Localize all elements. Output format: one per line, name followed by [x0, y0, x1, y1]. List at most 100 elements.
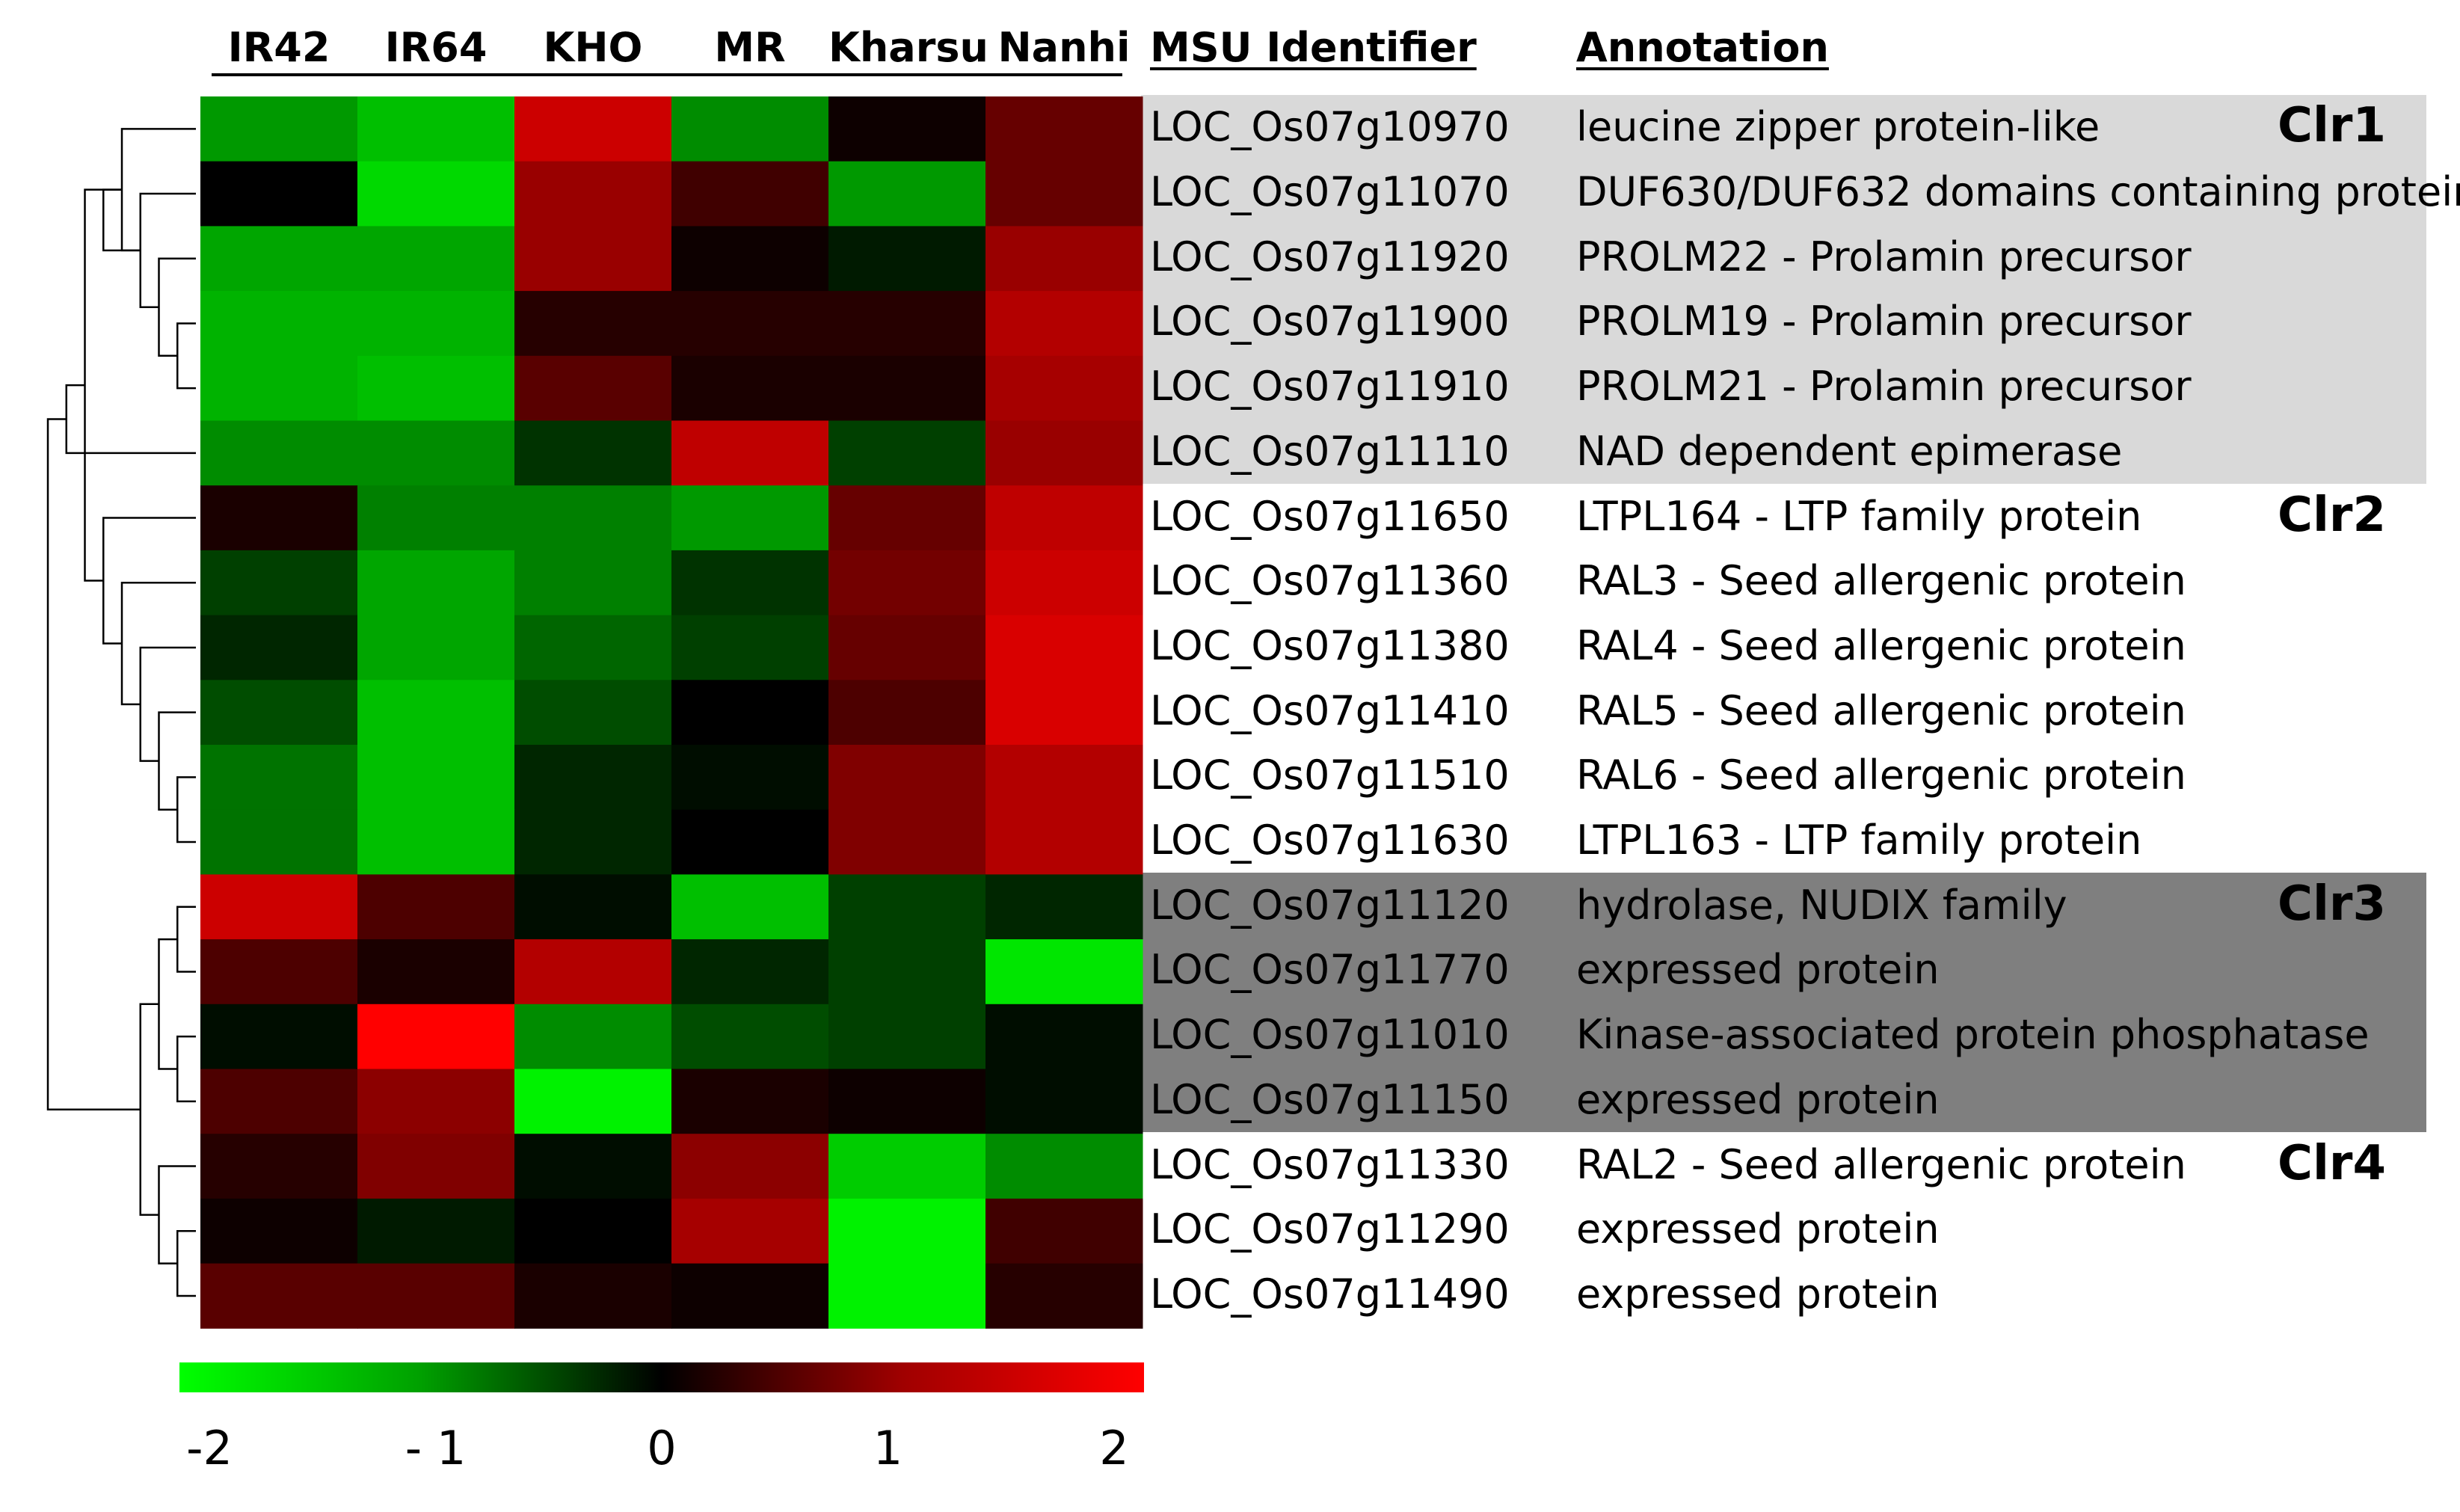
heatmap-cell	[357, 420, 515, 486]
column-header: IR64	[384, 24, 488, 71]
heatmap-cell	[985, 745, 1143, 811]
row-annotation: RAL2 - Seed allergenic protein	[1576, 1140, 2186, 1188]
heatmap-cell	[200, 550, 358, 616]
heatmap-cell	[828, 874, 986, 940]
row-annotation: RAL3 - Seed allergenic protein	[1576, 557, 2186, 605]
heatmap-cell	[200, 226, 358, 292]
heatmap-cell	[514, 96, 672, 162]
heatmap-cell	[671, 1069, 829, 1134]
heatmap-cell	[514, 874, 672, 940]
row-msu-id: LOC_Os07g11120	[1150, 881, 1510, 929]
heatmap-cell	[200, 420, 358, 486]
heatmap-cell	[985, 1134, 1143, 1199]
heatmap-cell	[357, 1004, 515, 1069]
cluster-band-3	[1141, 873, 2426, 1134]
heatmap-cell	[514, 809, 672, 875]
heatmap-cell	[828, 550, 986, 616]
row-msu-id: LOC_Os07g11150	[1150, 1075, 1510, 1123]
heatmap-cell	[985, 161, 1143, 227]
row-msu-id: LOC_Os07g11110	[1150, 427, 1510, 475]
heatmap-cell	[828, 809, 986, 875]
heatmap-cell	[671, 615, 829, 680]
heatmap-cell	[200, 96, 358, 162]
heatmap-cell	[200, 1198, 358, 1264]
heatmap-cell	[671, 96, 829, 162]
heatmap-cell	[357, 615, 515, 680]
row-msu-id: LOC_Os07g11510	[1150, 752, 1510, 799]
row-msu-id: LOC_Os07g11010	[1150, 1011, 1510, 1059]
msu-identifier-header: MSU Identifier	[1150, 24, 1477, 71]
row-annotation: hydrolase, NUDIX family	[1576, 881, 2067, 929]
row-annotation: PROLM19 - Prolamin precursor	[1576, 298, 2192, 345]
row-msu-id: LOC_Os07g11770	[1150, 946, 1510, 994]
row-annotation: RAL4 - Seed allergenic protein	[1576, 621, 2186, 669]
cluster-band-1	[1141, 95, 2426, 486]
heatmap-cell	[828, 1263, 986, 1329]
heatmap-cell	[828, 1198, 986, 1264]
heatmap-cell	[985, 1198, 1143, 1264]
heatmap-cell	[357, 226, 515, 292]
heatmap-cell	[514, 1134, 672, 1199]
row-msu-id: LOC_Os07g11330	[1150, 1140, 1510, 1188]
column-header: KHO	[543, 24, 643, 71]
row-msu-id: LOC_Os07g11920	[1150, 233, 1510, 280]
heatmap-cell	[514, 1069, 672, 1134]
heatmap-cell	[357, 1069, 515, 1134]
heatmap-cell	[985, 420, 1143, 486]
heatmap-cell	[357, 485, 515, 551]
heatmap-cell	[671, 939, 829, 1005]
heatmap-cell	[671, 1263, 829, 1329]
dendrogram-branch	[158, 938, 178, 1070]
row-annotation: expressed protein	[1576, 1270, 1940, 1318]
column-header: Kharsu	[828, 24, 988, 71]
heatmap-cell	[200, 1069, 358, 1134]
heatmap-cell	[828, 939, 986, 1005]
heatmap-cell	[200, 680, 358, 746]
row-annotation: LTPL164 - LTP family protein	[1576, 492, 2142, 540]
heatmap-cell	[985, 96, 1143, 162]
heatmap-cell	[514, 226, 672, 292]
heatmap-cell	[514, 1198, 672, 1264]
dendrogram-branch	[102, 517, 196, 645]
heatmap-cell	[357, 809, 515, 875]
heatmap-cell	[671, 680, 829, 746]
heatmap-cell	[357, 550, 515, 616]
row-msu-id: LOC_Os07g11650	[1150, 492, 1510, 540]
color-scale-tick-label: -2	[186, 1421, 233, 1475]
dendrogram-branch	[139, 646, 196, 762]
heatmap-cell	[828, 226, 986, 292]
heatmap-cell	[985, 226, 1143, 292]
row-msu-id: LOC_Os07g11290	[1150, 1205, 1510, 1253]
dendrogram-branch	[176, 776, 196, 843]
heatmap-cell	[828, 1004, 986, 1069]
heatmap-cell	[200, 1004, 358, 1069]
heatmap-cell	[985, 1069, 1143, 1134]
heatmap-cell	[200, 809, 358, 875]
heatmap-cell	[671, 226, 829, 292]
heatmap-cell	[357, 745, 515, 811]
dendrogram-branch	[176, 906, 196, 973]
heatmap-cell	[514, 680, 672, 746]
heatmap-cell	[671, 809, 829, 875]
heatmap-cell	[828, 485, 986, 551]
heatmap-cell	[985, 809, 1143, 875]
heatmap-cell	[200, 939, 358, 1005]
column-header: Nanhi	[997, 24, 1131, 71]
heatmap-cell	[514, 550, 672, 616]
heatmap-cell	[985, 1004, 1143, 1069]
row-annotation: RAL5 - Seed allergenic protein	[1576, 686, 2186, 734]
heatmap-cell	[671, 485, 829, 551]
row-annotation: DUF630/DUF632 domains containing protein	[1576, 168, 2460, 216]
heatmap-cell	[357, 291, 515, 357]
row-annotation: LTPL163 - LTP family protein	[1576, 817, 2142, 864]
heatmap-cell	[985, 939, 1143, 1005]
dendrogram-branch	[176, 1230, 196, 1297]
heatmap-cell	[200, 355, 358, 421]
heatmap-cell	[671, 550, 829, 616]
dendrogram-branch	[139, 1003, 159, 1216]
heatmap-cell	[828, 615, 986, 680]
heatmap-cell	[514, 745, 672, 811]
heatmap-cell	[514, 485, 672, 551]
